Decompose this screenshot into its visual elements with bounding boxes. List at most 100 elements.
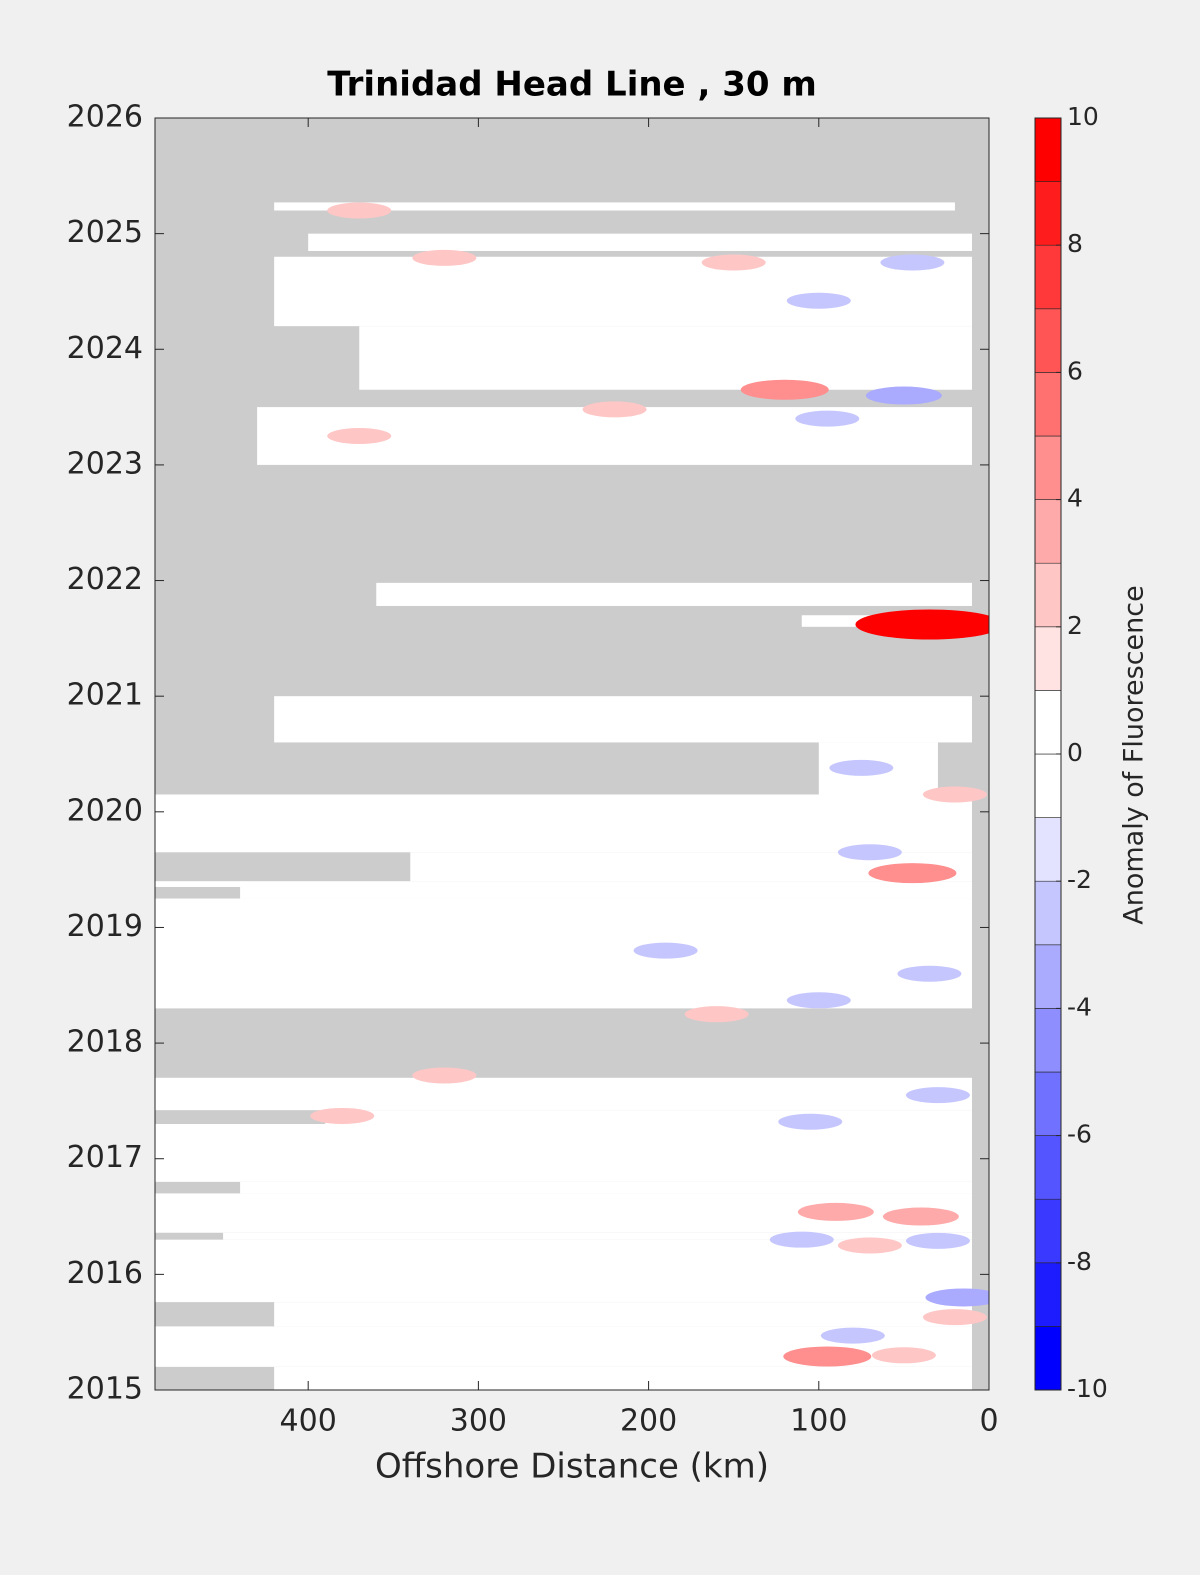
colorbar-label: Anomaly of Fluorescence <box>1119 585 1150 925</box>
colorbar-band <box>1034 308 1062 373</box>
anomaly-patch <box>882 1207 959 1226</box>
data-coverage <box>155 881 972 887</box>
x-tick-label: 0 <box>979 1404 998 1439</box>
data-coverage <box>240 886 972 899</box>
y-tick-label: 2026 <box>67 100 143 135</box>
colorbar-tick-label: -4 <box>1067 992 1092 1021</box>
colorbar-band <box>1034 1135 1062 1200</box>
colorbar-tick-label: -8 <box>1067 1247 1092 1276</box>
y-tick-label: 2020 <box>67 793 143 828</box>
colorbar-band <box>1034 181 1062 246</box>
colorbar-tick-label: -10 <box>1067 1374 1108 1403</box>
colorbar-band <box>1034 690 1062 755</box>
colorbar-band <box>1034 562 1062 628</box>
y-tick-label: 2025 <box>67 215 143 250</box>
y-tick-label: 2015 <box>67 1372 143 1407</box>
anomaly-patch <box>925 1288 989 1307</box>
anomaly-patch <box>922 786 987 803</box>
colorbar-band <box>1034 1008 1062 1073</box>
anomaly-patch <box>412 1067 477 1084</box>
x-tick-label: 300 <box>450 1404 507 1439</box>
colorbar-band <box>1034 880 1062 946</box>
y-tick-label: 2022 <box>67 562 143 597</box>
data-coverage <box>155 1077 972 1111</box>
colorbar-tick-label: 0 <box>1067 738 1083 767</box>
anomaly-patch <box>786 992 851 1009</box>
colorbar-tick-label: 2 <box>1067 611 1083 640</box>
colorbar-band <box>1034 1326 1062 1391</box>
data-coverage <box>155 794 972 853</box>
y-tick-label: 2018 <box>67 1025 143 1060</box>
colorbar-band <box>1034 753 1062 818</box>
colorbar-band <box>1034 435 1062 500</box>
data-coverage <box>155 898 972 1009</box>
colorbar-tick-label: 10 <box>1067 102 1099 131</box>
anomaly-patch <box>797 1202 874 1221</box>
colorbar-band <box>1034 1198 1062 1264</box>
data-coverage <box>274 202 955 211</box>
colorbar-band <box>1034 244 1062 310</box>
colorbar-tick-label: 4 <box>1067 484 1083 513</box>
anomaly-patch <box>880 254 945 271</box>
colorbar-band <box>1034 817 1062 882</box>
anomaly-patch <box>582 401 647 418</box>
anomaly-patch <box>922 1309 987 1326</box>
anomaly-patch <box>684 1006 749 1023</box>
anomaly-patch <box>633 942 698 959</box>
anomaly-patch <box>905 1087 970 1104</box>
data-coverage <box>155 1124 972 1182</box>
anomaly-patch <box>905 1232 970 1249</box>
anomaly-patch <box>412 249 477 266</box>
data-coverage <box>274 256 972 327</box>
anomaly-patch <box>897 965 962 982</box>
x-tick-label: 200 <box>620 1404 677 1439</box>
data-coverage <box>155 1239 972 1303</box>
y-tick-label: 2016 <box>67 1256 143 1291</box>
anomaly-patch <box>871 1347 936 1364</box>
y-tick-label: 2024 <box>67 331 143 366</box>
colorbar-band <box>1034 117 1062 182</box>
anomaly-patch <box>820 1327 885 1344</box>
colorbar-tick-label: -2 <box>1067 865 1092 894</box>
colorbar-tick-label: 6 <box>1067 356 1083 385</box>
x-tick-label: 100 <box>790 1404 847 1439</box>
anomaly-patch <box>837 844 902 861</box>
colorbar-band <box>1034 372 1062 437</box>
anomaly-patch <box>327 428 392 444</box>
anomaly-patch <box>783 1346 872 1367</box>
chart-title: Trinidad Head Line , 30 m <box>327 65 817 105</box>
anomaly-patch <box>795 410 860 427</box>
x-axis-label: Offshore Distance (km) <box>375 1447 769 1487</box>
data-coverage <box>359 326 972 390</box>
anomaly-patch <box>837 1237 902 1254</box>
data-coverage <box>274 1366 972 1390</box>
anomaly-patch <box>786 292 851 309</box>
data-coverage <box>325 1110 972 1125</box>
anomaly-patch <box>740 379 829 400</box>
anomaly-patch <box>778 1113 843 1130</box>
anomaly-patch <box>868 863 957 884</box>
axes-box <box>154 117 990 1391</box>
colorbar-band <box>1034 944 1062 1009</box>
x-tick-label: 400 <box>280 1404 337 1439</box>
data-coverage <box>223 1232 972 1240</box>
colorbar-band <box>1034 1071 1062 1136</box>
colorbar-band <box>1034 626 1062 691</box>
colorbar-band <box>1034 1262 1062 1327</box>
colorbar-tick-label: 8 <box>1067 229 1083 258</box>
anomaly-patch <box>829 759 894 776</box>
colorbar-tick-label: -6 <box>1067 1120 1092 1149</box>
data-coverage <box>274 696 972 743</box>
data-coverage <box>240 1181 972 1194</box>
anomaly-patch <box>769 1231 834 1248</box>
data-coverage <box>274 1302 972 1327</box>
anomaly-patch <box>865 386 942 405</box>
y-tick-label: 2019 <box>67 909 143 944</box>
colorbar-band <box>1034 499 1062 564</box>
plot-area <box>155 202 989 1390</box>
anomaly-patch <box>701 254 766 271</box>
anomaly-patch <box>310 1107 375 1124</box>
anomaly-patch <box>855 609 989 640</box>
data-coverage <box>308 233 972 251</box>
